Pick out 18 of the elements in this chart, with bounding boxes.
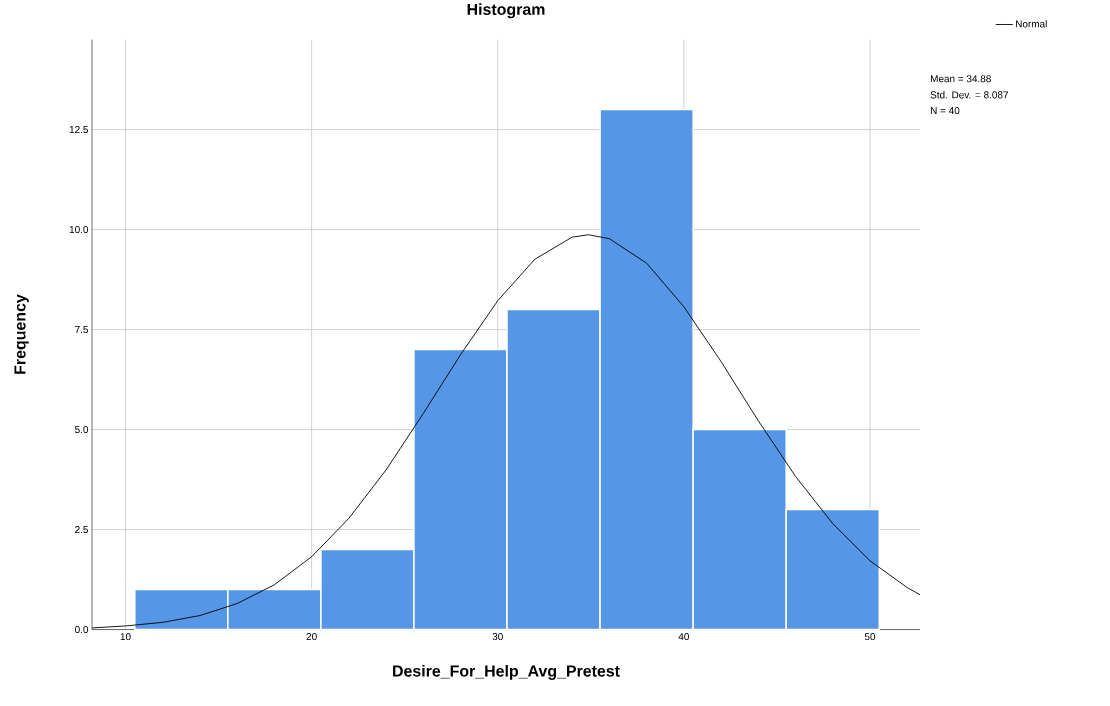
y-tick-label: 12.5 xyxy=(69,126,89,134)
text: Mean = 34.88 xyxy=(930,75,991,83)
y-tick-label: 10.0 xyxy=(69,226,89,234)
y-tick-label: 5.0 xyxy=(75,426,89,434)
y-tick-label: 2.5 xyxy=(75,526,89,534)
legend-label: Normal xyxy=(1016,20,1047,28)
x-axis-title: Desire_For_Help_Avg_Pretest xyxy=(393,665,620,681)
text: Std. Dev. = 8.087 xyxy=(930,91,1008,99)
x-tick-label: 30 xyxy=(492,633,503,641)
x-tick-label: 20 xyxy=(306,633,317,641)
text: N = 40 xyxy=(930,107,960,115)
y-tick-label: 7.5 xyxy=(75,326,89,334)
x-tick-label: 40 xyxy=(678,633,689,641)
y-axis-title: Frequency xyxy=(14,294,29,375)
x-tick-label: 50 xyxy=(864,633,876,641)
y-tick-label: 0.0 xyxy=(75,626,89,634)
x-tick-label: 10 xyxy=(120,633,131,641)
chart-title: Histogram xyxy=(467,3,545,19)
